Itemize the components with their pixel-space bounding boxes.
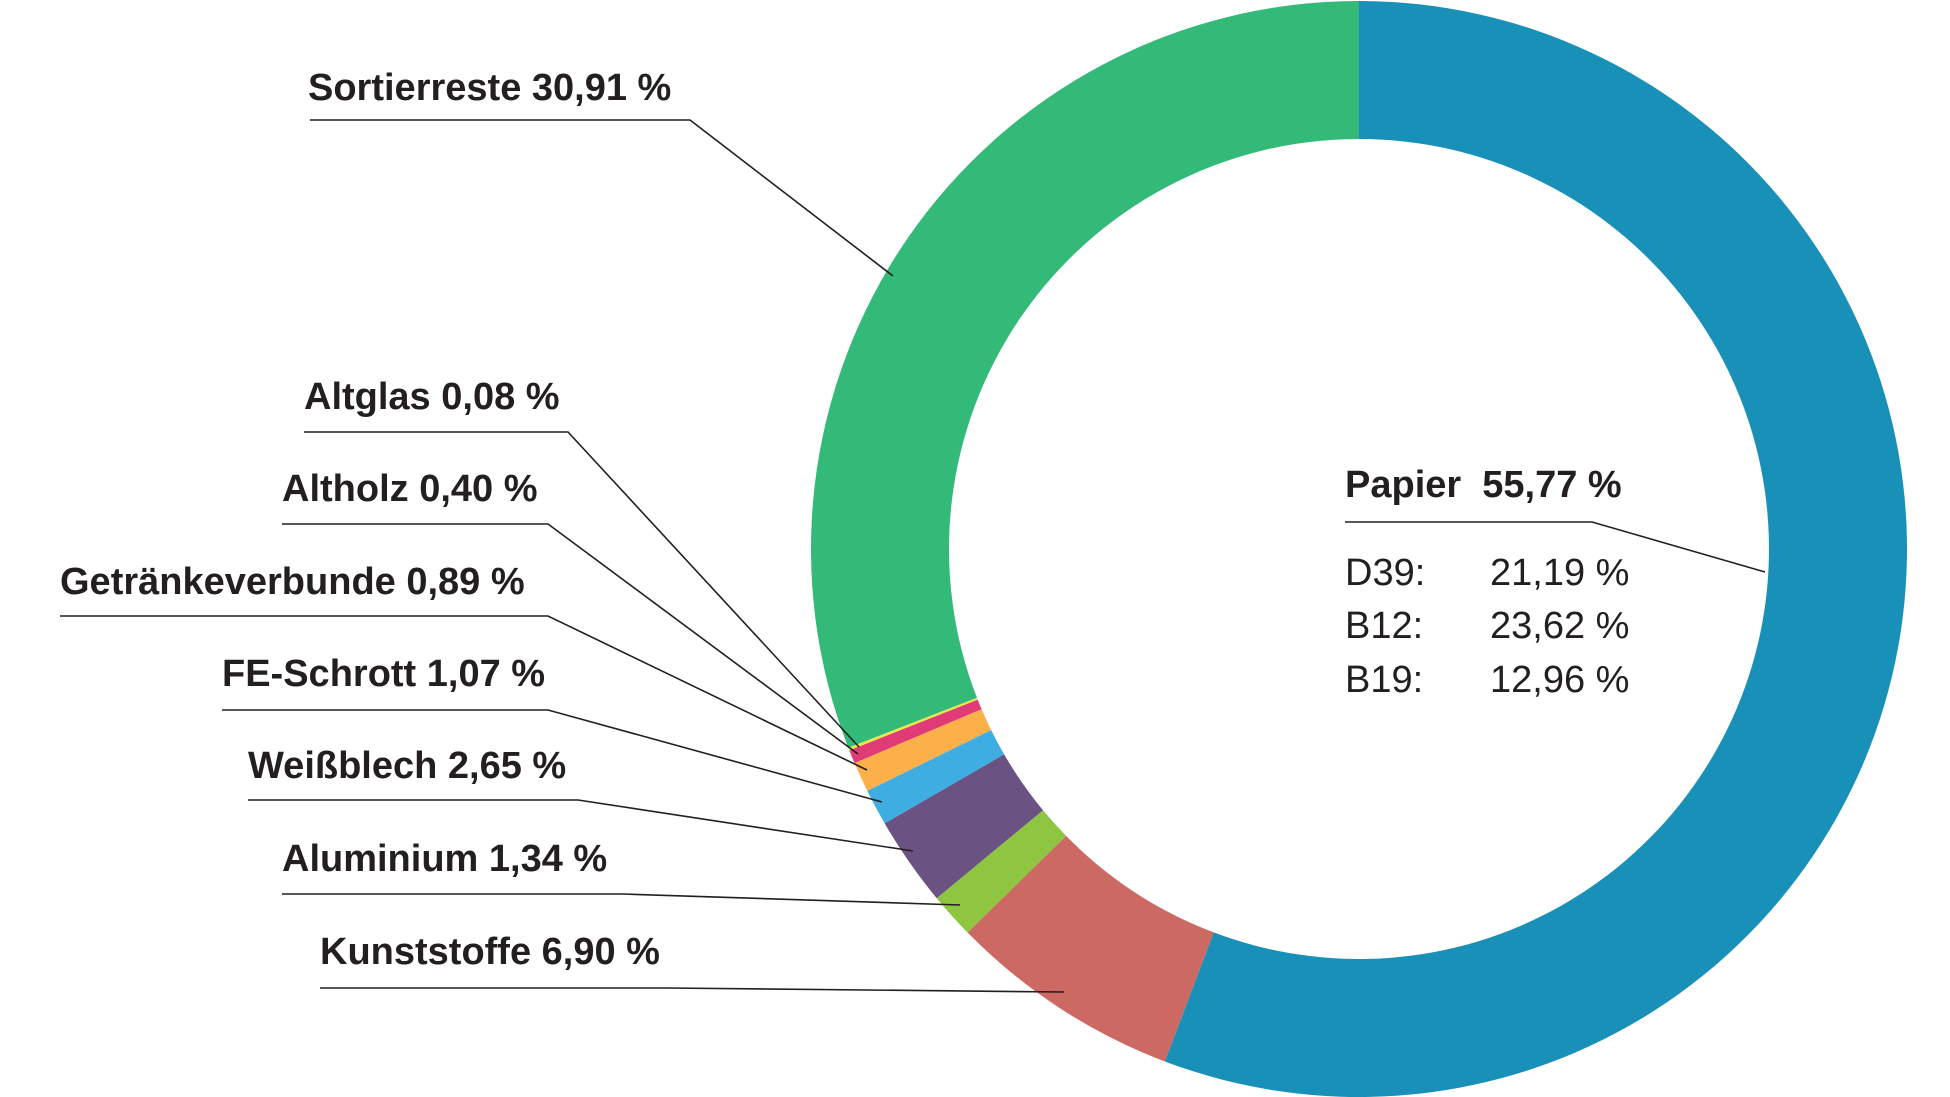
label-aluminium: Aluminium 1,34 % xyxy=(282,838,607,880)
label-getraenkeverbunde: Getränkeverbunde 0,89 % xyxy=(60,561,525,603)
papier-breakdown-value: 21,19 % xyxy=(1490,552,1629,594)
slice-altholz xyxy=(849,699,982,764)
slice-sortierreste xyxy=(811,1,1359,748)
label-kunststoffe: Kunststoffe 6,90 % xyxy=(320,931,660,973)
slice-kunststoffe xyxy=(967,835,1214,1062)
leader-line-sortierreste xyxy=(310,119,894,277)
leader-line-getraenkeverbunde xyxy=(60,615,868,771)
slice-altglas xyxy=(848,697,978,751)
slice-fe-schrott xyxy=(867,729,1005,824)
leader-line-aluminium xyxy=(282,893,961,906)
leader-lines-group xyxy=(60,119,1766,993)
papier-breakdown-code: B19: xyxy=(1345,659,1423,701)
leader-line-altglas xyxy=(304,431,860,748)
slice-papier xyxy=(1164,1,1908,1097)
label-sortierreste: Sortierreste 30,91 % xyxy=(308,67,671,109)
leader-line-papier xyxy=(1345,521,1766,573)
papier-breakdown-value: 23,62 % xyxy=(1490,605,1629,647)
papier-breakdown-code: D39: xyxy=(1345,552,1425,594)
slices-group xyxy=(811,1,1908,1097)
label-altglas: Altglas 0,08 % xyxy=(304,376,560,418)
label-fe-schrott: FE-Schrott 1,07 % xyxy=(222,653,545,695)
label-altholz: Altholz 0,40 % xyxy=(282,468,538,510)
slice-getraenkeverbunde xyxy=(854,709,992,791)
slice-weissblech xyxy=(884,754,1044,899)
labels-group: Papier 55,77 % Kunststoffe 6,90 % Aluminiu… xyxy=(60,67,1629,973)
label-papier: Papier 55,77 % xyxy=(1345,464,1622,506)
slice-aluminium xyxy=(936,810,1067,933)
papier-breakdown-code: B12: xyxy=(1345,605,1423,647)
papier-breakdown-value: 12,96 % xyxy=(1490,659,1629,701)
leader-line-kunststoffe xyxy=(320,987,1065,993)
leader-line-weissblech xyxy=(248,799,914,852)
label-weissblech: Weißblech 2,65 % xyxy=(248,745,566,787)
leader-line-altholz xyxy=(282,523,859,755)
leader-line-fe-schrott xyxy=(222,709,883,803)
